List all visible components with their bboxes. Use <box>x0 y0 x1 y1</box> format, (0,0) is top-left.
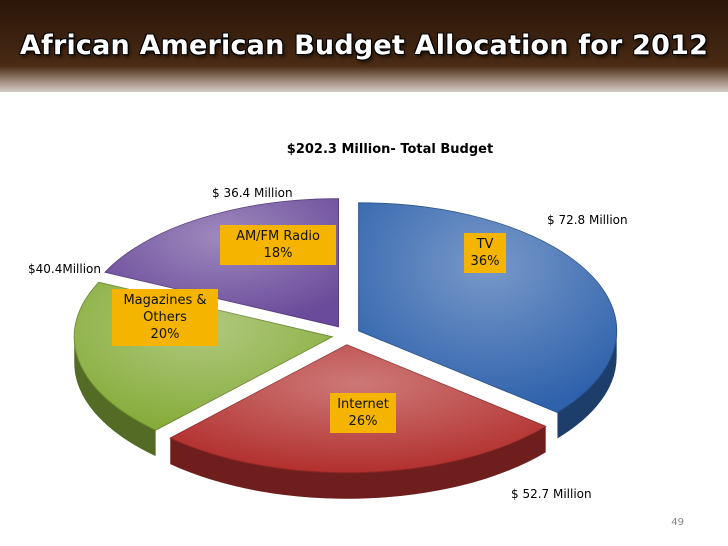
chart-title: $202.3 Million- Total Budget <box>286 142 494 157</box>
amount-label-radio: $ 36.4 Million <box>212 186 293 200</box>
slice-side-internet <box>170 426 546 499</box>
amount-label-internet: $ 52.7 Million <box>511 487 592 501</box>
title-banner <box>0 0 728 92</box>
slice-side-tv <box>557 330 617 439</box>
slice-gloss-tv <box>358 202 617 413</box>
amount-label-magazines: $40.4Million <box>28 262 101 276</box>
slice-label-radio: AM/FM Radio 18% <box>220 225 336 265</box>
slide-title: African American Budget Allocation for 2… <box>19 30 709 61</box>
slice-percent-tv: 36% <box>470 254 500 269</box>
slice-side-magazines <box>74 336 156 457</box>
amount-label-tv: $ 72.8 Million <box>547 213 628 227</box>
slice-name-tv: TV <box>476 237 494 252</box>
page-number: 49 <box>671 517 684 528</box>
slice-name-magazines: Magazines & Others <box>123 293 207 325</box>
slice-name-internet: Internet <box>337 397 389 412</box>
slice-percent-internet: 26% <box>348 414 378 429</box>
slice-label-internet: Internet 26% <box>330 393 396 433</box>
slice-label-tv: TV 36% <box>464 233 506 273</box>
slice-percent-magazines: 20% <box>150 327 180 342</box>
slice-percent-radio: 18% <box>263 246 293 261</box>
slice-label-magazines: Magazines & Others 20% <box>112 289 218 346</box>
slice-name-radio: AM/FM Radio <box>236 229 320 244</box>
